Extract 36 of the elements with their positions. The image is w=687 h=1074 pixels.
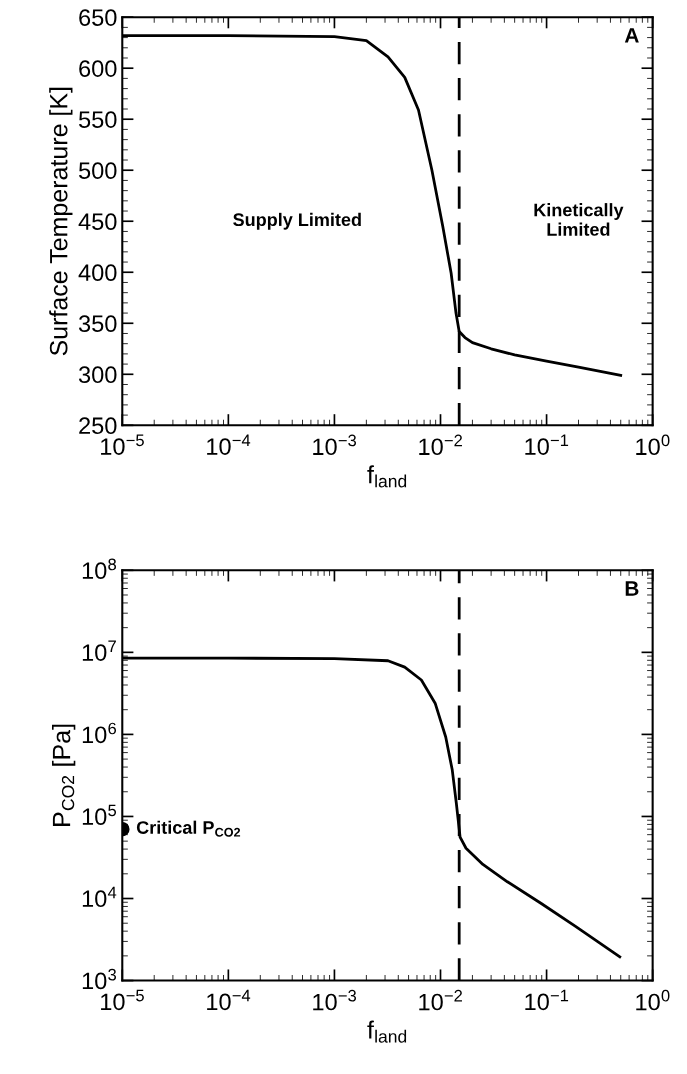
- annotation: A: [624, 28, 639, 43]
- annotation: Kinetically Limited: [534, 203, 624, 236]
- y-tick-label: 300: [78, 366, 117, 384]
- y-tick-label: 10$^{3}$: [82, 968, 117, 990]
- y-tick-label: 10$^{8}$: [82, 558, 117, 580]
- y-tick-label: 10$^{6}$: [82, 722, 117, 744]
- y-tick-label: 10$^{5}$: [82, 804, 117, 826]
- annotation: B: [625, 581, 639, 596]
- x-tick-label: 10$^{−4}$: [207, 989, 251, 1011]
- y-tick-label: 400: [78, 264, 117, 282]
- y-axis-title: Surface Temperature [K]: [49, 87, 73, 356]
- annotation: Supply Limited: [233, 212, 361, 230]
- y-tick-label: 650: [79, 9, 117, 26]
- x-axis-title: f$_{land}$: [367, 465, 407, 488]
- x-tick-label: 10$^{−3}$: [313, 989, 357, 1011]
- y-tick-label: 10$^{7}$: [82, 640, 116, 661]
- x-tick-label: 10$^{−1}$: [525, 434, 569, 455]
- x-tick-label: 10$^{0}$: [636, 434, 670, 456]
- x-tick-label: 10$^{−4}$: [207, 434, 251, 455]
- x-axis-title: f$_{land}$: [367, 1020, 407, 1043]
- y-tick-label: 350: [78, 315, 117, 333]
- x-tick-label: 10$^{0}$: [636, 989, 670, 1011]
- y-tick-label: 500: [78, 162, 117, 180]
- x-tick-label: 10$^{−2}$: [419, 989, 462, 1011]
- x-tick-label: 10$^{−2}$: [419, 434, 462, 456]
- x-tick-label: 10$^{−5}$: [101, 434, 144, 455]
- y-tick-label: 550: [78, 111, 117, 128]
- y-axis-title: P$_{CO2}$ [Pa]: [52, 724, 76, 826]
- y-tick-label: 250: [79, 417, 117, 435]
- y-tick-label: 10$^{4}$: [82, 886, 117, 908]
- x-tick-label: 10$^{−1}$: [525, 989, 569, 1011]
- y-tick-label: 450: [78, 213, 117, 231]
- x-tick-label: 10$^{−3}$: [313, 434, 357, 456]
- x-tick-label: 10$^{−5}$: [101, 989, 144, 1011]
- annotation: Critical P$_{CO2}$: [136, 820, 241, 837]
- y-tick-label: 600: [79, 60, 117, 77]
